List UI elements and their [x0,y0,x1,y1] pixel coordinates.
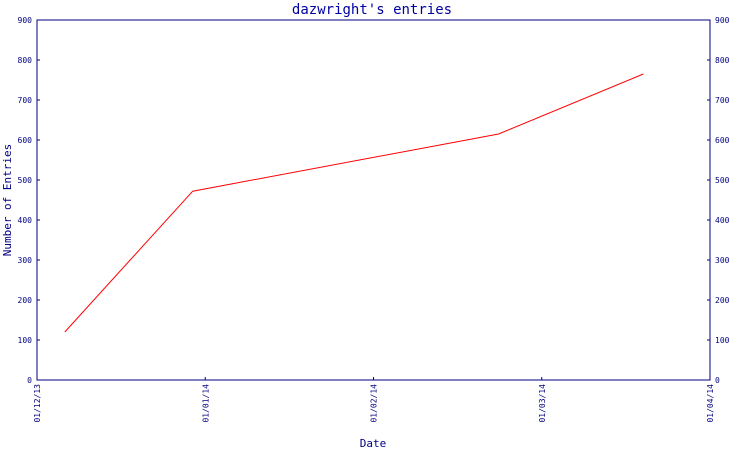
y-tick-label-left: 300 [18,256,33,265]
y-axis-label: Number of Entries [1,144,14,257]
y-axis-left: 0 100 200 300 400 500 600 700 800 900 [18,16,40,385]
y-tick-label-right: 700 [715,96,730,105]
y-tick-label-left: 100 [18,336,33,345]
y-tick-label-right: 800 [715,56,730,65]
x-tick-label: 01/12/13 [33,384,42,423]
y-tick-label-left: 700 [18,96,33,105]
y-tick-label-left: 500 [18,176,33,185]
x-axis: 01/12/13 01/01/14 01/02/14 01/03/14 01/04/14 [33,377,715,423]
x-axis-label: Date [360,437,387,450]
y-tick-label-left: 800 [18,56,33,65]
y-tick-label-right: 600 [715,136,730,145]
y-tick-label-left: 200 [18,296,33,305]
y-axis-right: 0 100 200 300 400 500 600 700 800 900 [707,16,730,385]
y-tick-label-right: 0 [715,376,720,385]
y-tick-label-right: 400 [715,216,730,225]
series-group [64,73,644,333]
y-tick-label-left: 600 [18,136,33,145]
y-tick-label-right: 500 [715,176,730,185]
y-tick-label-left: 400 [18,216,33,225]
series-line [64,73,644,333]
x-tick-label: 01/02/14 [370,384,379,423]
chart-title: dazwright's entries [292,2,452,18]
y-tick-label-left: 0 [27,376,32,385]
y-tick-label-right: 300 [715,256,730,265]
x-tick-label: 01/01/14 [201,384,210,423]
y-tick-label-right: 900 [715,16,730,25]
x-tick-label: 01/03/14 [538,384,547,423]
plot-frame [36,19,711,381]
y-tick-label-left: 900 [18,16,33,25]
y-tick-label-right: 100 [715,336,730,345]
x-tick-label: 01/04/14 [706,384,715,423]
y-tick-label-right: 200 [715,296,730,305]
